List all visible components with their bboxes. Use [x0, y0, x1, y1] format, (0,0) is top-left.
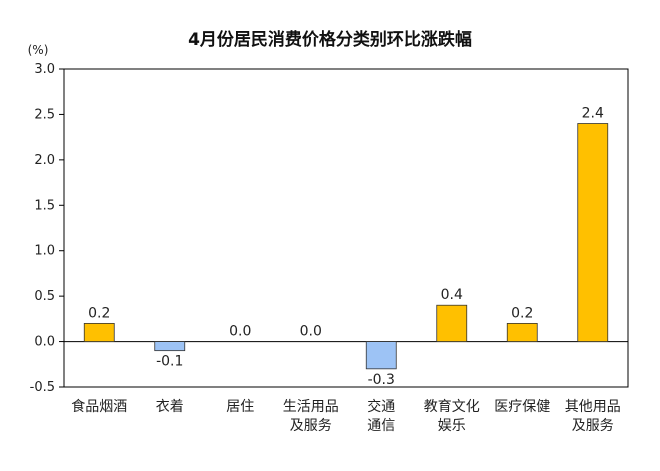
- y-tick-label: 2.0: [34, 153, 55, 168]
- y-tick-label: 0.0: [34, 335, 55, 350]
- data-label: 0.0: [300, 324, 322, 340]
- y-tick-label: 2.5: [34, 107, 55, 122]
- y-tick-label: 1.5: [34, 198, 55, 213]
- category-label: 通信: [367, 418, 395, 434]
- y-tick-label: 1.0: [34, 244, 55, 259]
- category-label: 居住: [226, 399, 254, 415]
- data-label: 0.4: [441, 287, 463, 303]
- bar: [154, 341, 186, 352]
- plot-frame: [63, 68, 629, 388]
- data-label: 0.2: [88, 305, 110, 321]
- category-label: 娱乐: [438, 418, 466, 434]
- bar: [83, 322, 115, 342]
- category-label: 及服务: [572, 418, 614, 434]
- y-tick-label: -0.5: [30, 380, 55, 395]
- y-tick-label: 3.0: [34, 62, 55, 77]
- category-label: 食品烟酒: [71, 398, 127, 415]
- bar: [577, 123, 609, 342]
- category-label: 交通: [367, 398, 395, 415]
- category-label: 教育文化: [424, 399, 480, 415]
- category-label: 衣着: [156, 399, 184, 415]
- data-label: 0.0: [229, 324, 251, 340]
- data-label: -0.1: [156, 354, 183, 370]
- y-tick-label: 0.5: [34, 289, 55, 304]
- category-label: 医疗保健: [494, 399, 550, 415]
- plot-area: 3.0 2.5 2.0 1.5 1.0 0.5 0.0 -0.5 0.2 食品烟酒 -0.1 衣着 0.…: [30, 62, 629, 434]
- category-label: 其他用品: [565, 399, 621, 415]
- bar: [506, 322, 538, 342]
- data-label: 0.2: [511, 305, 533, 321]
- data-label: -0.3: [368, 372, 395, 388]
- y-axis-unit: (%): [28, 43, 49, 57]
- bar: [365, 341, 397, 370]
- chart-title: 4月份居民消费价格分类别环比涨跌幅: [188, 29, 472, 50]
- data-label: 2.4: [582, 106, 604, 122]
- category-label: 生活用品: [283, 399, 339, 415]
- category-label: 及服务: [290, 418, 332, 434]
- bar: [436, 304, 468, 342]
